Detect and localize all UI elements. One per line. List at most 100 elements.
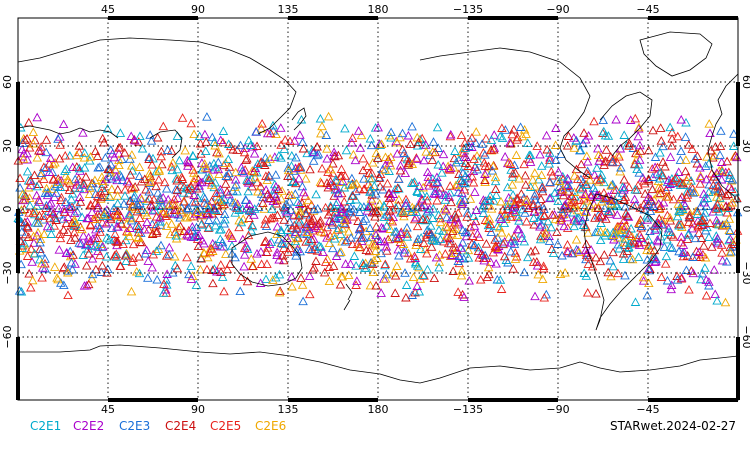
observation-marker [716,174,727,184]
observation-marker [638,272,649,282]
observation-marker [54,245,65,254]
observation-marker [323,111,334,121]
observation-marker [688,252,698,261]
observation-marker [451,224,461,233]
observation-marker [419,271,429,280]
observation-marker [667,127,677,137]
observation-marker [457,237,468,247]
right-bar-3 [736,337,740,400]
observation-marker [677,222,687,232]
observation-marker [726,246,736,256]
observation-marker [79,180,89,189]
observation-marker [105,212,116,222]
observation-marker [239,250,250,259]
observation-marker [581,179,591,189]
observation-marker [462,212,472,221]
coastline-japan [291,107,307,131]
observation-marker [608,154,618,163]
observation-marker [106,159,116,169]
observation-marker [471,205,482,214]
observation-marker [224,168,234,178]
observation-marker [125,170,136,179]
observation-marker [295,246,305,256]
observation-marker [291,152,301,162]
observation-marker [440,195,450,204]
observation-marker [37,263,48,272]
observation-marker [303,195,313,205]
observation-marker [265,154,275,163]
observation-marker [155,195,166,204]
observation-marker [667,140,677,150]
observation-marker [124,178,134,188]
observation-marker [154,201,165,210]
observation-marker [412,154,422,164]
observation-marker [600,230,610,240]
observation-marker [347,133,358,142]
observation-marker [407,159,418,169]
observation-marker [63,212,73,221]
observation-marker [355,242,365,251]
observation-marker [453,287,463,296]
observation-marker [600,227,611,236]
observation-marker [244,135,254,145]
observation-marker [435,213,445,223]
observation-marker [304,235,314,245]
observation-marker [720,297,731,307]
observation-marker [702,193,713,202]
observation-marker [463,161,473,170]
observation-marker [147,205,158,215]
observation-marker [29,248,40,258]
observation-marker [640,178,650,188]
observation-marker [601,145,612,154]
observation-marker [584,252,594,261]
observation-marker [83,232,94,242]
observation-marker [230,201,241,211]
observation-marker [596,210,607,220]
observation-marker [666,280,677,290]
observation-marker [191,183,202,193]
observation-marker [128,253,138,262]
observation-marker [63,267,73,277]
observation-marker [196,220,207,229]
observation-marker [34,197,45,206]
observation-marker [354,207,365,216]
observation-marker [200,129,210,139]
observation-marker [52,273,62,282]
observation-marker [681,117,691,127]
observation-marker [665,152,676,161]
observation-marker [214,225,225,234]
observation-marker [661,185,671,194]
observation-marker [676,273,687,283]
observation-marker [403,160,414,169]
observation-marker [20,191,31,201]
observation-marker [95,227,105,236]
observation-marker [39,174,49,183]
observation-marker [542,144,552,154]
observation-marker [516,188,527,198]
observation-marker [511,150,522,159]
coastline-europe-africa [707,73,739,205]
observation-marker [700,208,710,217]
observation-marker [271,170,281,179]
observation-marker [342,214,352,224]
observation-marker [375,236,386,245]
observation-marker [451,180,461,190]
observation-marker [384,166,394,175]
observation-marker [351,186,361,196]
observation-marker [107,223,117,232]
observation-marker [279,243,289,252]
observation-marker [35,146,46,155]
observation-marker [309,147,319,156]
observation-marker [424,180,434,190]
observation-marker [473,242,484,252]
observation-marker [134,268,145,278]
observation-marker [647,164,657,173]
observation-marker [282,225,293,234]
observation-marker [416,215,426,224]
observation-marker [336,247,346,256]
observation-marker [683,230,694,239]
observation-marker [716,157,727,166]
observation-marker [539,292,550,302]
observation-marker [253,186,263,196]
observation-marker [367,190,377,199]
